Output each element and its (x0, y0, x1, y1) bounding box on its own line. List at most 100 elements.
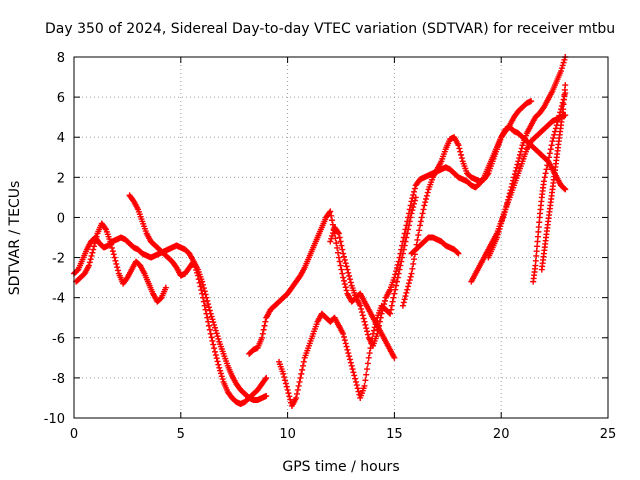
data-point (326, 209, 333, 216)
data-point (496, 226, 503, 233)
data-point (87, 256, 94, 263)
data-point (512, 167, 519, 174)
data-point (506, 190, 513, 197)
plot-frame (73, 56, 609, 419)
data-point (204, 314, 211, 321)
data-point (400, 234, 407, 241)
data-point (373, 317, 380, 324)
y-axis-title: SDTVAR / TECUs (7, 181, 23, 296)
data-point (545, 158, 552, 165)
data-point (410, 191, 417, 198)
data-point (361, 382, 368, 389)
data-point (411, 256, 418, 263)
data-point (515, 158, 522, 165)
data-point (207, 310, 214, 317)
ticks-layer: 0 5 10 15 20 25 -10 -8 -6 -4 -2 0 2 4 6 8 (44, 51, 617, 442)
data-point (398, 246, 405, 253)
data-point (327, 208, 334, 215)
data-point (341, 337, 348, 344)
data-point (349, 366, 356, 373)
x-tick-label: 25 (600, 427, 617, 442)
data-point (409, 265, 416, 272)
series-9 (485, 54, 569, 261)
data-point (359, 312, 366, 319)
data-point (360, 315, 367, 322)
data-point (93, 233, 100, 240)
data-point (88, 252, 95, 259)
data-point (335, 249, 342, 256)
data-point (404, 218, 411, 225)
data-point (391, 274, 398, 281)
data-point (340, 277, 347, 284)
data-point (282, 377, 289, 384)
data-point (411, 185, 418, 192)
data-point (205, 322, 212, 329)
data-point (501, 209, 508, 216)
data-point (86, 259, 93, 266)
data-point (499, 217, 506, 224)
data-point (354, 385, 361, 392)
data-point (205, 304, 212, 311)
data-point (389, 298, 396, 305)
data-point (497, 223, 504, 230)
data-point (207, 330, 214, 337)
data-point (109, 244, 116, 251)
data-point (405, 210, 412, 217)
data-point (391, 354, 398, 361)
data-point (90, 246, 97, 253)
data-point (214, 333, 221, 340)
data-point (408, 270, 415, 277)
data-point (219, 376, 226, 383)
data-point (421, 202, 428, 209)
data-point (109, 248, 116, 255)
data-point (548, 142, 555, 149)
data-point (344, 266, 351, 273)
data-point (261, 322, 268, 329)
data-point (358, 305, 365, 312)
data-point (406, 277, 413, 284)
data-point (503, 203, 510, 210)
data-point (259, 330, 266, 337)
data-point (364, 360, 371, 367)
data-point (107, 238, 114, 245)
data-point (335, 254, 342, 261)
data-point (507, 187, 514, 194)
data-point (214, 358, 221, 365)
y-tick-label: 8 (57, 51, 65, 66)
data-point (407, 273, 414, 280)
data-point (211, 345, 218, 352)
data-point (339, 270, 346, 277)
data-point (337, 238, 344, 245)
data-point (338, 242, 345, 249)
data-point (458, 151, 465, 158)
data-point (206, 307, 213, 314)
data-point (516, 151, 523, 158)
data-point (342, 340, 349, 347)
data-point (484, 171, 491, 178)
data-point (364, 328, 371, 335)
data-point (560, 59, 567, 66)
data-point (546, 150, 553, 157)
data-point (371, 324, 378, 331)
data-point (329, 230, 336, 237)
data-point (343, 343, 350, 350)
data-point (111, 254, 118, 261)
data-point (397, 250, 404, 257)
data-point (381, 301, 388, 308)
data-point (505, 196, 512, 203)
data-point (114, 264, 121, 271)
data-point (407, 202, 414, 209)
data-point (200, 285, 207, 292)
data-point (342, 284, 349, 291)
data-point (393, 264, 400, 271)
data-point (340, 274, 347, 281)
data-point (417, 218, 424, 225)
data-point (209, 337, 216, 344)
data-point (341, 256, 348, 263)
data-point (391, 290, 398, 297)
data-point (215, 335, 222, 342)
data-point (379, 307, 386, 314)
data-point (357, 302, 364, 309)
data-point (558, 65, 565, 72)
